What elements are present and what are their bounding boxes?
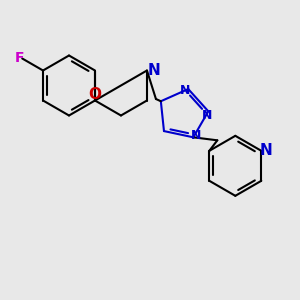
Text: N: N [191, 129, 202, 142]
Text: F: F [14, 52, 24, 65]
Text: N: N [202, 109, 212, 122]
Text: O: O [88, 87, 101, 102]
Text: N: N [180, 84, 190, 97]
Text: N: N [147, 63, 160, 78]
Text: N: N [260, 143, 272, 158]
